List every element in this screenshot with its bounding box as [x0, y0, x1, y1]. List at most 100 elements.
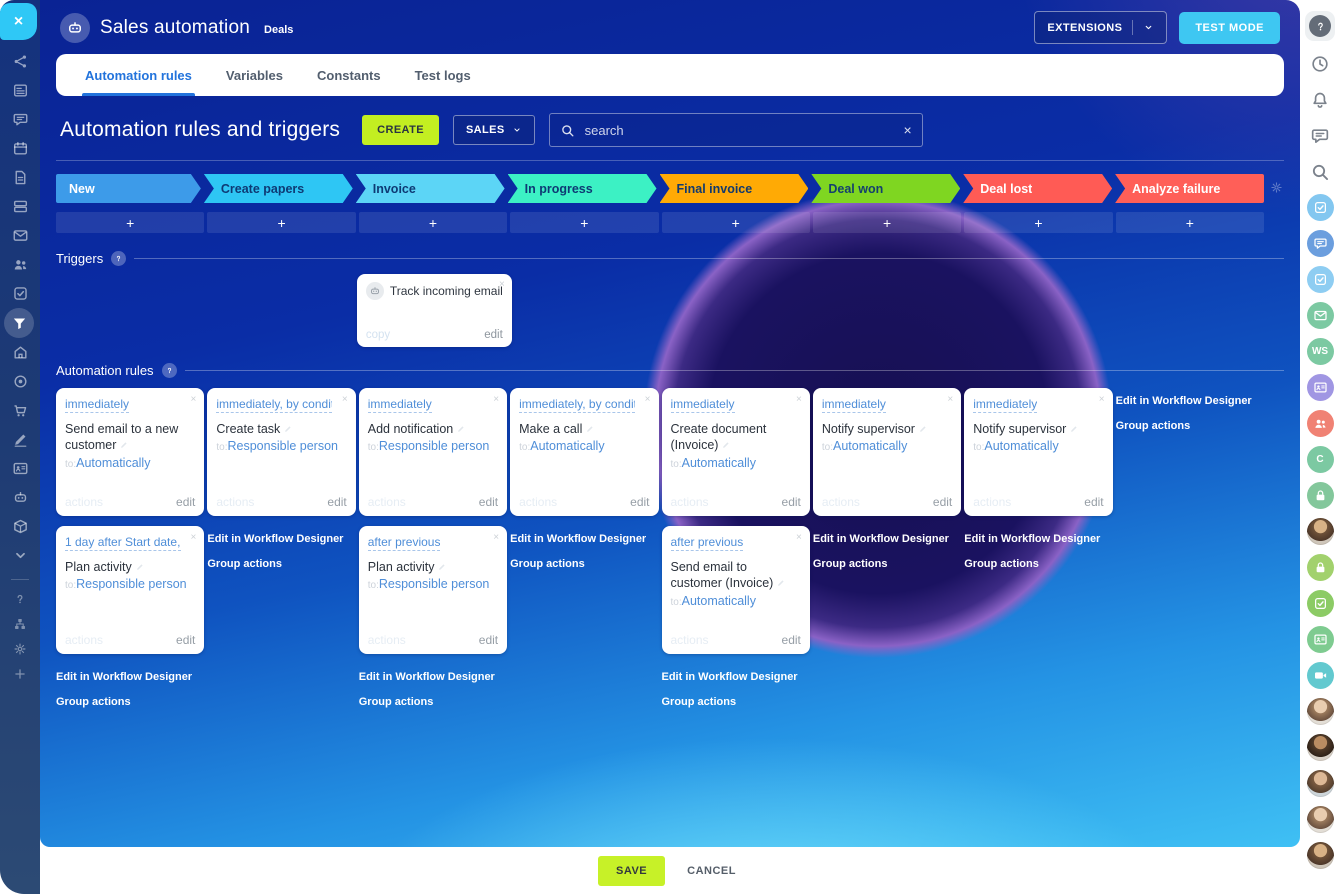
edit-link[interactable]: edit	[327, 495, 347, 509]
actions-link[interactable]: actions	[670, 495, 709, 509]
cancel-button[interactable]: CANCEL	[681, 864, 742, 878]
sidebar-item-sign[interactable]	[4, 425, 36, 454]
rsb-feedback[interactable]	[1310, 122, 1330, 149]
sidebar-item-contact-center[interactable]	[4, 454, 36, 483]
group-actions-link[interactable]: Group actions	[812, 558, 888, 570]
tab-variables[interactable]: Variables	[209, 54, 300, 96]
rule-timing-link[interactable]: immediately, by conditi...	[216, 396, 333, 414]
sidebar-item-mail[interactable]	[4, 221, 36, 250]
group-actions-link[interactable]: Group actions	[510, 558, 585, 570]
rsb-search[interactable]	[1310, 158, 1330, 185]
rule-timing-link[interactable]: immediately	[973, 396, 1038, 414]
group-actions-link[interactable]: Group actions	[56, 696, 131, 708]
stage-create-papers[interactable]: Create papers	[204, 174, 353, 203]
save-button[interactable]: SAVE	[598, 855, 666, 886]
sidebar-item-settings[interactable]	[4, 636, 36, 661]
add-automation-rule-button[interactable]: +	[812, 212, 962, 233]
close-icon[interactable]: ×	[796, 394, 802, 405]
rule-target-link[interactable]: Automatically	[833, 439, 908, 454]
sidebar-item-sales[interactable]	[4, 396, 36, 425]
edit-link[interactable]: edit	[176, 633, 196, 647]
sidebar-item-messenger[interactable]	[4, 105, 36, 134]
search-box[interactable]: ×	[548, 113, 923, 147]
sidebar-item-documents[interactable]	[4, 163, 36, 192]
rule-target-link[interactable]: Responsible person	[76, 577, 187, 592]
sidebar-item-network[interactable]	[4, 47, 36, 76]
rsb-tasks-green[interactable]	[1306, 590, 1334, 617]
rule-timing-link[interactable]: 1 day after Start date, a...	[65, 534, 181, 552]
workflow-designer-link[interactable]: Edit in Workflow Designer	[510, 533, 647, 545]
workflow-designer-link[interactable]: Edit in Workflow Designer	[1115, 395, 1252, 407]
close-icon[interactable]: ×	[493, 532, 500, 543]
add-automation-rule-button[interactable]: +	[661, 212, 810, 233]
actions-link[interactable]: actions	[216, 495, 255, 509]
rsb-private-chat-2[interactable]	[1306, 554, 1334, 581]
group-actions-link[interactable]: Group actions	[358, 696, 434, 708]
edit-link[interactable]: edit	[630, 495, 650, 509]
rsb-video-call[interactable]	[1306, 662, 1334, 689]
search-input[interactable]	[582, 121, 896, 139]
actions-link[interactable]: actions	[973, 495, 1012, 509]
pipeline-select[interactable]: SALES	[452, 115, 535, 145]
close-icon[interactable]: ×	[190, 532, 197, 543]
edit-link[interactable]: edit	[176, 495, 196, 509]
rule-target-link[interactable]: Responsible person	[378, 439, 490, 454]
actions-link[interactable]: actions	[367, 495, 406, 509]
add-automation-rule-button[interactable]: +	[207, 212, 356, 233]
add-automation-rule-button[interactable]: +	[1115, 212, 1264, 233]
rule-target-link[interactable]: Automatically	[76, 455, 151, 470]
rule-target-link[interactable]: Automatically	[984, 439, 1059, 454]
rsb-tasks-widget[interactable]	[1306, 194, 1334, 221]
sidebar-item-automation[interactable]	[4, 483, 36, 512]
sidebar-item-crm[interactable]	[4, 308, 34, 338]
rule-target-link[interactable]: Automatically	[681, 593, 756, 608]
rsb-user-5[interactable]	[1306, 806, 1334, 833]
workflow-designer-link[interactable]: Edit in Workflow Designer	[358, 671, 495, 683]
rsb-mail-widget[interactable]	[1306, 302, 1334, 329]
group-actions-link[interactable]: Group actions	[964, 558, 1039, 570]
actions-link[interactable]: actions	[519, 495, 558, 509]
add-automation-rule-button[interactable]: +	[358, 212, 508, 233]
sidebar-item-marketing[interactable]	[4, 367, 36, 396]
rule-timing-link[interactable]: after previous	[367, 534, 441, 552]
close-icon[interactable]: ×	[493, 394, 500, 405]
rsb-user-1[interactable]	[1306, 518, 1334, 545]
actions-link[interactable]: actions	[65, 633, 104, 647]
stage-new[interactable]: New	[56, 174, 201, 203]
sidebar-item-help[interactable]	[4, 586, 36, 611]
rsb-channel-c[interactable]: C	[1306, 446, 1334, 473]
rsb-help[interactable]	[1305, 11, 1335, 41]
tab-test-logs[interactable]: Test logs	[398, 54, 488, 96]
close-icon[interactable]: ×	[1098, 394, 1105, 405]
group-actions-link[interactable]: Group actions	[661, 696, 737, 708]
sidebar-item-tasks[interactable]	[4, 279, 36, 308]
sidebar-item-team[interactable]	[4, 250, 36, 279]
rsb-user-2[interactable]	[1306, 698, 1334, 725]
tab-constants[interactable]: Constants	[300, 54, 398, 96]
rule-timing-link[interactable]: immediately	[65, 396, 130, 414]
rsb-user-4[interactable]	[1306, 770, 1334, 797]
sidebar-item-add[interactable]	[4, 661, 36, 686]
clear-search-icon[interactable]: ×	[903, 122, 912, 138]
close-icon[interactable]: ×	[644, 394, 651, 405]
stage-settings-icon[interactable]	[1270, 181, 1283, 194]
stage-invoice[interactable]: Invoice	[356, 174, 505, 203]
rsb-contacts-widget[interactable]	[1306, 374, 1334, 401]
rule-target-link[interactable]: Automatically	[530, 439, 605, 454]
sidebar-item-more[interactable]	[4, 541, 36, 570]
stage-deal-won[interactable]: Deal won	[811, 174, 960, 203]
add-automation-rule-button[interactable]: +	[56, 212, 205, 233]
edit-link[interactable]: edit	[781, 495, 801, 509]
rsb-clients-widget[interactable]	[1306, 410, 1334, 437]
sidebar-item-newsfeed[interactable]	[4, 76, 36, 105]
rule-timing-link[interactable]: immediately	[670, 396, 735, 414]
rule-target-link[interactable]: Automatically	[681, 455, 756, 470]
rsb-group-chat[interactable]	[1306, 230, 1334, 257]
rsb-private-chat-1[interactable]	[1306, 482, 1334, 509]
rule-target-link[interactable]: Responsible person	[227, 439, 339, 454]
edit-link[interactable]: edit	[478, 633, 499, 647]
edit-link[interactable]: edit	[484, 329, 503, 341]
workflow-designer-link[interactable]: Edit in Workflow Designer	[207, 533, 344, 545]
create-button[interactable]: CREATE	[362, 115, 439, 145]
extensions-button[interactable]: EXTENSIONS	[1034, 11, 1168, 44]
